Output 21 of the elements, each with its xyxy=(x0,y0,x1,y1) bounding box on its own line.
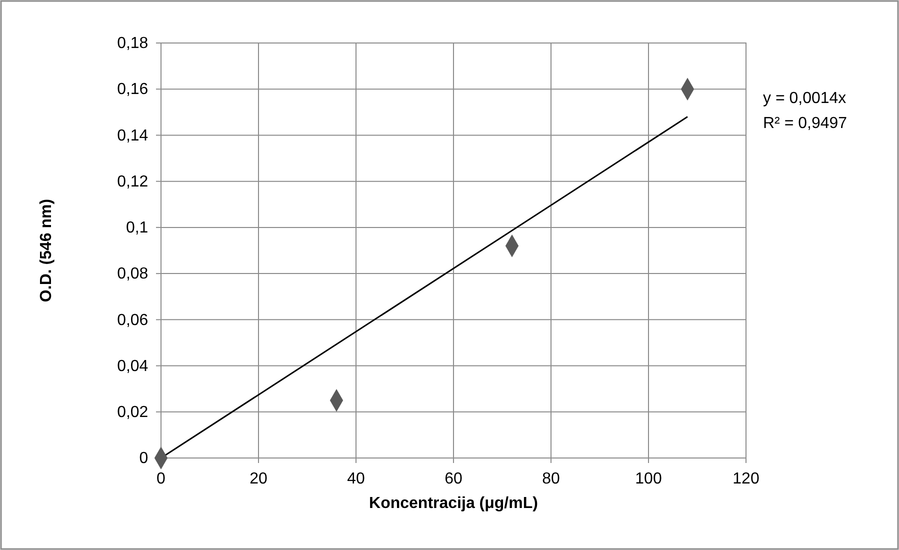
x-tick-label: 120 xyxy=(732,470,760,488)
text: y = 0,0014x xyxy=(763,90,846,107)
y-axis-title: O.D. (546 nm) xyxy=(38,198,55,302)
x-tick-label: 20 xyxy=(250,470,268,488)
y-tick-label: 0,1 xyxy=(126,220,148,237)
y-tick-label: 0,14 xyxy=(117,127,148,144)
x-tick-label: 80 xyxy=(542,470,560,488)
x-axis-title: Koncentracija (μg/mL) xyxy=(369,495,538,512)
y-tick-label: 0 xyxy=(139,450,148,468)
y-tick-label: 0,04 xyxy=(117,358,148,375)
x-tick-label: 100 xyxy=(635,470,662,488)
y-tick-label: 0,12 xyxy=(117,173,148,190)
y-tick-label: 0,06 xyxy=(117,312,148,329)
text: R² = 0,9497 xyxy=(763,115,848,132)
x-tick-label: 0 xyxy=(156,470,166,488)
y-tick-label: 0,02 xyxy=(117,404,148,422)
y-tick-label: 0,08 xyxy=(117,266,148,283)
y-tick-label: 0,18 xyxy=(117,35,148,52)
x-tick-label: 40 xyxy=(347,470,365,488)
x-tick-label: 60 xyxy=(444,470,462,488)
y-tick-label: 0,16 xyxy=(117,81,148,98)
